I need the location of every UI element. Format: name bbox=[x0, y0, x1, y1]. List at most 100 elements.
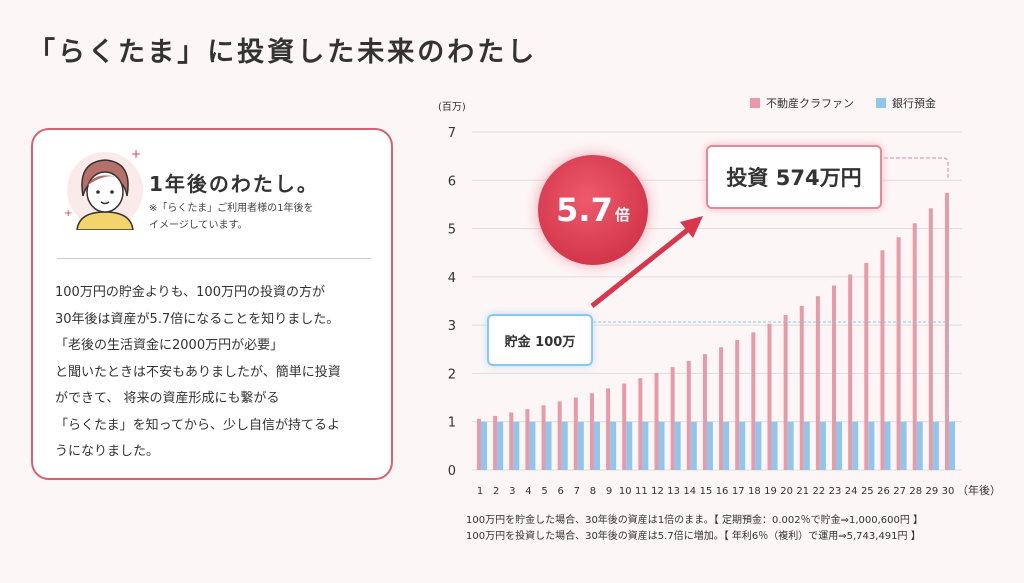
x-tick-label: 7 bbox=[574, 486, 580, 497]
bar-crowdfunding bbox=[493, 415, 498, 470]
y-tick-label: 4 bbox=[448, 271, 456, 286]
body-line: 「らくたま」を知ってから、少し自信が持てるよ bbox=[55, 417, 340, 433]
bar-bank-deposit bbox=[900, 421, 907, 470]
x-axis-label: （年後） bbox=[957, 483, 1001, 497]
x-tick-label: 6 bbox=[558, 486, 564, 497]
y-tick-label: 6 bbox=[448, 174, 456, 189]
legend-label: 銀行預金 bbox=[892, 97, 936, 110]
x-tick-label: 14 bbox=[683, 486, 696, 497]
note-savings: 100万円を貯金した場合、30年後の資産は1倍のまま。【 定期預金：0.002％… bbox=[466, 515, 924, 526]
x-tick-label: 18 bbox=[748, 486, 761, 497]
multiplier-badge: 5.7 倍 bbox=[538, 155, 648, 265]
bar-crowdfunding bbox=[670, 367, 675, 470]
bar-crowdfunding bbox=[541, 405, 546, 470]
x-tick-label: 26 bbox=[877, 486, 890, 497]
x-tick-label: 8 bbox=[590, 486, 596, 497]
bar-bank-deposit bbox=[803, 421, 810, 470]
badge-unit: 倍 bbox=[614, 205, 630, 224]
bar-crowdfunding bbox=[557, 401, 562, 470]
bar-bank-deposit bbox=[610, 421, 617, 470]
bar-bank-deposit bbox=[561, 421, 568, 470]
x-tick-label: 10 bbox=[619, 486, 632, 497]
bar-bank-deposit bbox=[739, 421, 746, 470]
invest-guide-line bbox=[878, 157, 949, 178]
x-tick-label: 21 bbox=[796, 486, 809, 497]
x-tick-label: 4 bbox=[525, 486, 531, 497]
x-tick-label: 16 bbox=[716, 486, 729, 497]
x-tick-label: 28 bbox=[909, 486, 922, 497]
bar-crowdfunding bbox=[622, 383, 627, 470]
legend-label: 不動産クラファン bbox=[766, 97, 854, 110]
bar-bank-deposit bbox=[836, 421, 843, 470]
bar-bank-deposit bbox=[787, 421, 794, 470]
body-line: 30年後は資産が5.7倍になることを知りました。 bbox=[55, 311, 340, 327]
bar-bank-deposit bbox=[916, 421, 923, 470]
bar-bank-deposit bbox=[674, 421, 681, 470]
x-tick-label: 5 bbox=[541, 486, 547, 497]
bar-crowdfunding bbox=[477, 418, 481, 470]
bar-bank-deposit bbox=[497, 421, 504, 470]
x-tick-label: 11 bbox=[635, 486, 648, 497]
arrow-head-icon bbox=[680, 216, 703, 238]
bar-bank-deposit bbox=[819, 421, 826, 470]
bar-crowdfunding bbox=[654, 372, 659, 470]
x-tick-label: 1 bbox=[477, 486, 483, 497]
bar-crowdfunding bbox=[702, 354, 707, 470]
legend-item-crowdfunding: 不動産クラファン bbox=[750, 95, 854, 111]
body-line: うになりました。 bbox=[55, 444, 160, 459]
bar-bank-deposit bbox=[545, 421, 552, 470]
x-tick-label: 20 bbox=[780, 486, 793, 497]
bar-bank-deposit bbox=[577, 421, 584, 470]
bar-crowdfunding bbox=[783, 315, 788, 470]
x-tick-label: 19 bbox=[764, 486, 777, 497]
page-title: 「らくたま」に投資した未来のわたし bbox=[28, 37, 538, 68]
testimonial-text: 100万円の貯金よりも、100万円の投資の方が 30年後は資産が5.7倍になるこ… bbox=[55, 280, 341, 466]
bar-bank-deposit bbox=[658, 421, 665, 470]
bar-crowdfunding bbox=[815, 296, 820, 470]
card-heading: 1年後のわたし。 bbox=[149, 172, 319, 196]
x-tick-label: 24 bbox=[845, 486, 858, 497]
x-tick-label: 13 bbox=[667, 486, 680, 497]
woman-avatar-icon: ++ bbox=[65, 150, 143, 230]
bar-crowdfunding bbox=[606, 388, 611, 470]
x-tick-label: 22 bbox=[813, 486, 826, 497]
bar-bank-deposit bbox=[706, 421, 713, 470]
bar-crowdfunding bbox=[945, 192, 949, 470]
body-line: 「老後の生活資金に2000万円が必要」 bbox=[55, 338, 284, 353]
bar-bank-deposit bbox=[868, 421, 875, 470]
bar-bank-deposit bbox=[755, 421, 762, 470]
bar-crowdfunding bbox=[751, 332, 756, 470]
bar-crowdfunding bbox=[573, 397, 578, 470]
bar-crowdfunding bbox=[912, 223, 917, 470]
body-line: ができて、 将来の資産形成にも繋がる bbox=[55, 391, 280, 406]
invest-callout: 投資 574万円 bbox=[706, 145, 882, 209]
x-tick-label: 9 bbox=[606, 486, 612, 497]
chart-notes: 100万円を貯金した場合、30年後の資産は1倍のまま。【 定期預金：0.002％… bbox=[466, 513, 923, 545]
body-line: 100万円の貯金よりも、100万円の投資の方が bbox=[55, 285, 325, 300]
legend-item-bank: 銀行預金 bbox=[876, 95, 936, 111]
y-tick-label: 3 bbox=[448, 319, 456, 334]
svg-text:+: + bbox=[65, 208, 72, 219]
y-axis-label: (百万) bbox=[438, 101, 466, 113]
y-tick-label: 7 bbox=[448, 126, 456, 141]
bar-crowdfunding bbox=[928, 208, 933, 470]
x-tick-label: 15 bbox=[700, 486, 713, 497]
bar-bank-deposit bbox=[932, 421, 939, 470]
bar-bank-deposit bbox=[481, 421, 487, 470]
bar-bank-deposit bbox=[884, 421, 891, 470]
legend-swatch bbox=[750, 98, 760, 108]
badge-value: 5.7 bbox=[556, 191, 613, 229]
bar-bank-deposit bbox=[513, 421, 520, 470]
y-tick-label: 5 bbox=[448, 223, 456, 238]
y-tick-label: 0 bbox=[448, 464, 456, 479]
svg-text:+: + bbox=[131, 150, 141, 161]
bar-crowdfunding bbox=[686, 360, 691, 470]
bar-bank-deposit bbox=[690, 421, 697, 470]
bar-bank-deposit bbox=[593, 421, 600, 470]
y-tick-label: 2 bbox=[448, 367, 456, 382]
bar-crowdfunding bbox=[719, 347, 724, 470]
note-line: ※「らくたま」ご利用者様の1年後を bbox=[149, 203, 314, 214]
x-tick-label: 23 bbox=[829, 486, 842, 497]
y-tick-label: 1 bbox=[448, 416, 456, 431]
